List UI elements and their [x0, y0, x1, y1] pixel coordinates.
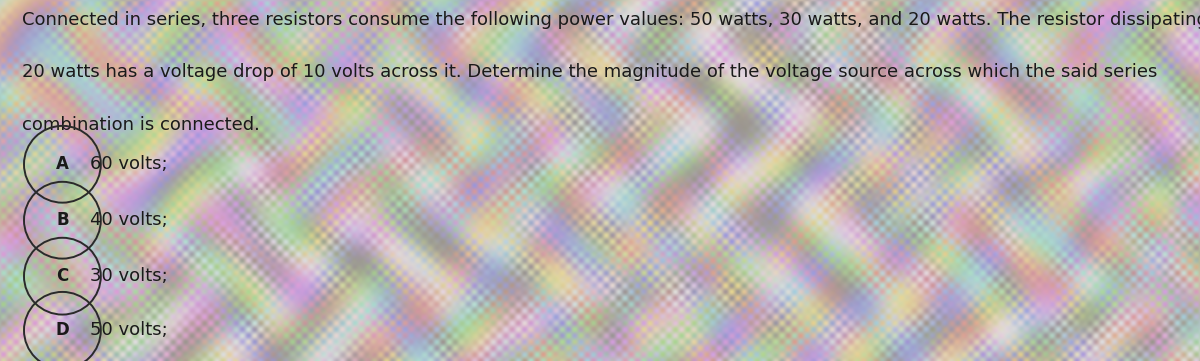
- Text: B: B: [56, 211, 68, 229]
- Text: 60 volts;: 60 volts;: [90, 155, 168, 173]
- Text: combination is connected.: combination is connected.: [22, 116, 259, 134]
- Text: D: D: [55, 321, 70, 339]
- Text: 40 volts;: 40 volts;: [90, 211, 168, 229]
- Text: Connected in series, three resistors consume the following power values: 50 watt: Connected in series, three resistors con…: [22, 11, 1200, 29]
- Text: 50 volts;: 50 volts;: [90, 321, 168, 339]
- Text: A: A: [56, 155, 68, 173]
- Text: 20 watts has a voltage drop of 10 volts across it. Determine the magnitude of th: 20 watts has a voltage drop of 10 volts …: [22, 63, 1157, 81]
- Text: C: C: [56, 267, 68, 285]
- Text: 30 volts;: 30 volts;: [90, 267, 168, 285]
